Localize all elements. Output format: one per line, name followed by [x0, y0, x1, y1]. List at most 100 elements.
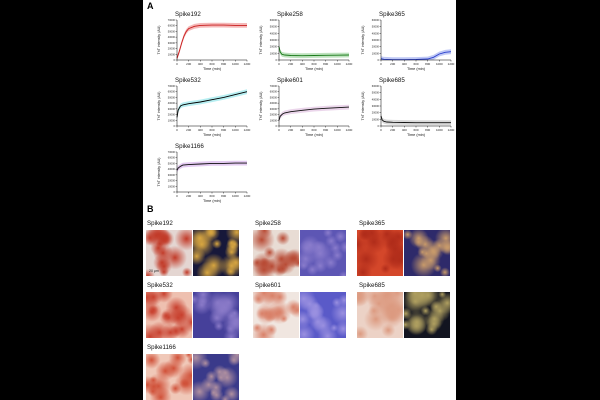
- x-tick-label: 1000: [436, 128, 443, 132]
- y-tick-label: 10000: [270, 51, 278, 55]
- y-tick-label: 20000: [372, 111, 380, 115]
- x-tick-label: 1000: [436, 62, 443, 66]
- x-tick-label: 1200: [244, 128, 251, 132]
- micrograph-title: Spike365: [359, 220, 385, 227]
- x-tick-label: 1000: [232, 62, 239, 66]
- chart-title: Spike365: [379, 11, 405, 18]
- brightfield-image: [146, 230, 192, 276]
- y-tick-label: 0: [276, 58, 278, 62]
- x-axis-label: Time (min): [305, 67, 324, 71]
- micrograph-title: Spike192: [147, 220, 173, 227]
- y-tick-label: 30000: [168, 173, 176, 177]
- brightfield-image: [146, 292, 192, 338]
- y-tick-label: 10000: [372, 117, 380, 121]
- y-tick-label: 0: [378, 124, 380, 128]
- y-tick-label: 30000: [270, 38, 278, 42]
- y-tick-label: 60000: [168, 156, 176, 160]
- x-axis-label: Time (min): [203, 67, 222, 71]
- micrograph-pair-spike532: Spike532: [143, 279, 245, 341]
- y-tick-label: 20000: [168, 179, 176, 183]
- y-tick-label: 60000: [168, 24, 176, 28]
- y-tick-label: 0: [174, 124, 176, 128]
- y-tick-label: 70000: [168, 84, 176, 88]
- micrograph-pair-spike258: Spike258: [247, 217, 349, 279]
- brightfield-image: [146, 354, 192, 400]
- chart-title: Spike1166: [175, 143, 204, 150]
- x-tick-label: 600: [209, 128, 214, 132]
- micrograph-pair-spike685: Spike685: [351, 279, 453, 341]
- x-tick-label: 800: [221, 128, 226, 132]
- y-tick-label: 10000: [270, 118, 278, 122]
- brightfield-image: [357, 292, 403, 338]
- x-tick-label: 1200: [346, 128, 353, 132]
- y-axis-label: ThT intensity (AU): [361, 26, 365, 55]
- x-tick-label: 800: [221, 194, 226, 198]
- x-tick-label: 800: [323, 128, 328, 132]
- x-tick-label: 400: [402, 128, 407, 132]
- chart-title: Spike532: [175, 77, 201, 84]
- y-tick-label: 40000: [168, 35, 176, 39]
- x-tick-label: 400: [300, 128, 305, 132]
- micrograph-pair-spike365: Spike365: [351, 217, 453, 279]
- panel-a-label: A: [147, 1, 154, 11]
- x-tick-label: 0: [380, 62, 382, 66]
- x-tick-label: 200: [390, 62, 395, 66]
- y-tick-label: 50000: [372, 25, 380, 29]
- x-tick-label: 1000: [334, 62, 341, 66]
- y-tick-label: 50000: [168, 161, 176, 165]
- chart-spike685: Spike685 0 10000 20000 30000 40000 50000 60000 0…: [361, 77, 455, 137]
- series-line: [176, 24, 247, 59]
- y-axis-label: ThT intensity (AU): [157, 26, 161, 55]
- x-tick-label: 1200: [346, 62, 353, 66]
- fluorescence-image: [300, 292, 346, 338]
- x-tick-label: 400: [300, 62, 305, 66]
- y-tick-label: 20000: [168, 47, 176, 51]
- x-tick-label: 0: [176, 194, 178, 198]
- micrograph-title: Spike258: [255, 220, 281, 227]
- y-tick-label: 0: [174, 58, 176, 62]
- x-tick-label: 1000: [334, 128, 341, 132]
- fluorescence-image: [404, 230, 450, 276]
- y-axis-label: ThT intensity (AU): [157, 92, 161, 121]
- y-tick-label: 30000: [372, 104, 380, 108]
- y-tick-label: 30000: [168, 41, 176, 45]
- chart-spike532: Spike53201000020000300004000050000600007…: [157, 77, 251, 137]
- micrograph-title: Spike685: [359, 282, 385, 289]
- x-tick-label: 200: [186, 194, 191, 198]
- y-tick-label: 40000: [168, 167, 176, 171]
- x-tick-label: 400: [198, 194, 203, 198]
- x-tick-label: 0: [176, 128, 178, 132]
- x-tick-label: 600: [209, 194, 214, 198]
- y-tick-label: 0: [378, 58, 380, 62]
- x-axis-label: Time (min): [407, 67, 426, 71]
- confidence-band: [381, 49, 451, 60]
- x-tick-label: 600: [413, 62, 418, 66]
- x-tick-label: 200: [186, 128, 191, 132]
- fluorescence-image: [193, 354, 239, 400]
- x-axis-label: Time (min): [203, 133, 222, 137]
- panel-b-label: B: [147, 204, 154, 214]
- x-tick-label: 200: [288, 128, 293, 132]
- x-axis-label: Time (min): [203, 199, 222, 203]
- fluorescence-image: [193, 230, 239, 276]
- fluorescence-image: [193, 292, 239, 338]
- micrograph-pair-spike1166: Spike1166: [143, 341, 245, 400]
- y-tick-label: 40000: [168, 101, 176, 105]
- x-tick-label: 800: [323, 62, 328, 66]
- x-tick-label: 1200: [244, 62, 251, 66]
- chart-title: Spike192: [175, 11, 201, 18]
- series-line: [278, 46, 350, 57]
- confidence-band: [279, 104, 349, 123]
- y-tick-label: 50000: [270, 25, 278, 29]
- series-line: [176, 91, 248, 118]
- chart-spike1166: Spike11660100002000030000400005000060000…: [157, 143, 251, 203]
- y-tick-label: 50000: [270, 95, 278, 99]
- chart-spike601: Spike60101000020000300004000050000600007…: [259, 77, 353, 137]
- brightfield-image: [253, 230, 299, 276]
- series-line: [380, 115, 451, 124]
- y-tick-label: 0: [276, 124, 278, 128]
- y-tick-label: 70000: [168, 18, 176, 22]
- y-tick-label: 20000: [168, 113, 176, 117]
- y-tick-label: 30000: [168, 107, 176, 111]
- y-axis-label: ThT intensity (AU): [259, 26, 263, 55]
